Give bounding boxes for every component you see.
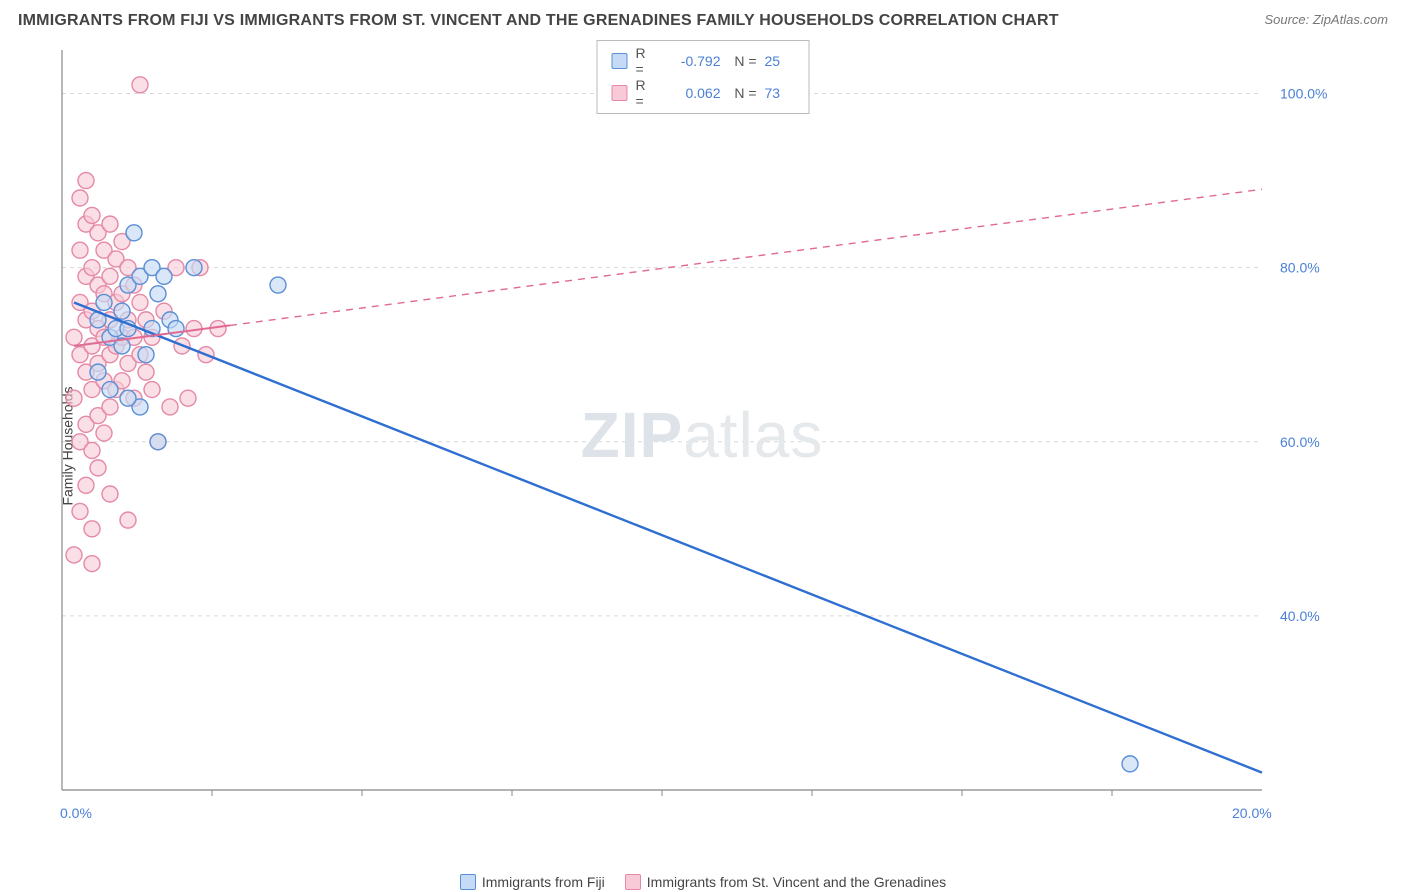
chart-area: 100.0%80.0%60.0%40.0%0.0%20.0% ZIPatlas: [52, 40, 1352, 830]
point-fiji: [138, 347, 154, 363]
legend-label-stvincent: Immigrants from St. Vincent and the Gren…: [647, 874, 946, 890]
point-stvincent: [132, 294, 148, 310]
point-fiji: [96, 294, 112, 310]
point-fiji: [270, 277, 286, 293]
point-stvincent: [66, 547, 82, 563]
point-fiji: [114, 303, 130, 319]
point-stvincent: [120, 512, 136, 528]
y-tick-label: 100.0%: [1280, 86, 1327, 102]
x-tick-label: 0.0%: [60, 805, 92, 821]
stats-row-stvincent: R = 0.062 N = 73: [612, 77, 795, 109]
point-stvincent: [102, 486, 118, 502]
point-stvincent: [84, 207, 100, 223]
r-label: R =: [636, 77, 658, 109]
point-fiji: [156, 268, 172, 284]
point-fiji: [150, 434, 166, 450]
legend-label-fiji: Immigrants from Fiji: [482, 874, 605, 890]
point-stvincent: [72, 242, 88, 258]
point-stvincent: [162, 399, 178, 415]
n-value-stvincent: 73: [765, 85, 795, 101]
point-stvincent: [132, 77, 148, 93]
point-stvincent: [78, 477, 94, 493]
chart-svg: 100.0% 80.0% 60.0% 40.0% 0.0% 20.0%: [52, 40, 1352, 830]
y-tick-label: 40.0%: [1280, 608, 1320, 624]
point-stvincent: [102, 399, 118, 415]
point-stvincent: [102, 268, 118, 284]
point-stvincent: [180, 390, 196, 406]
y-tick-label: 60.0%: [1280, 434, 1320, 450]
swatch-stvincent-icon: [612, 85, 628, 101]
point-fiji: [90, 364, 106, 380]
legend-item-stvincent: Immigrants from St. Vincent and the Gren…: [625, 874, 946, 890]
point-fiji: [102, 382, 118, 398]
swatch-fiji-icon: [612, 53, 628, 69]
regression-line-fiji: [74, 302, 1262, 772]
swatch-stvincent-icon: [625, 874, 641, 890]
n-value-fiji: 25: [765, 53, 795, 69]
point-fiji: [186, 260, 202, 276]
point-stvincent: [144, 382, 160, 398]
point-stvincent: [84, 521, 100, 537]
point-stvincent: [84, 442, 100, 458]
stats-row-fiji: R = -0.792 N = 25: [612, 45, 795, 77]
point-stvincent: [78, 173, 94, 189]
n-label: N =: [729, 85, 757, 101]
source-label: Source: ZipAtlas.com: [1264, 12, 1388, 27]
point-stvincent: [96, 425, 112, 441]
y-tick-label: 80.0%: [1280, 260, 1320, 276]
series-legend: Immigrants from Fiji Immigrants from St.…: [0, 874, 1406, 890]
point-stvincent: [84, 260, 100, 276]
regression-line-stvincent-dashed: [230, 189, 1262, 325]
point-fiji: [1122, 756, 1138, 772]
point-fiji: [126, 225, 142, 241]
stats-legend: R = -0.792 N = 25 R = 0.062 N = 73: [597, 40, 810, 114]
point-stvincent: [72, 190, 88, 206]
point-fiji: [150, 286, 166, 302]
r-value-fiji: -0.792: [666, 53, 721, 69]
point-fiji: [120, 390, 136, 406]
n-label: N =: [729, 53, 757, 69]
r-value-stvincent: 0.062: [666, 85, 721, 101]
point-stvincent: [72, 503, 88, 519]
swatch-fiji-icon: [460, 874, 476, 890]
point-stvincent: [90, 460, 106, 476]
r-label: R =: [636, 45, 658, 77]
chart-title: IMMIGRANTS FROM FIJI VS IMMIGRANTS FROM …: [18, 12, 1059, 30]
point-stvincent: [66, 329, 82, 345]
point-stvincent: [138, 364, 154, 380]
point-stvincent: [102, 216, 118, 232]
point-stvincent: [84, 556, 100, 572]
x-tick-label: 20.0%: [1232, 805, 1272, 821]
legend-item-fiji: Immigrants from Fiji: [460, 874, 605, 890]
point-stvincent: [66, 390, 82, 406]
